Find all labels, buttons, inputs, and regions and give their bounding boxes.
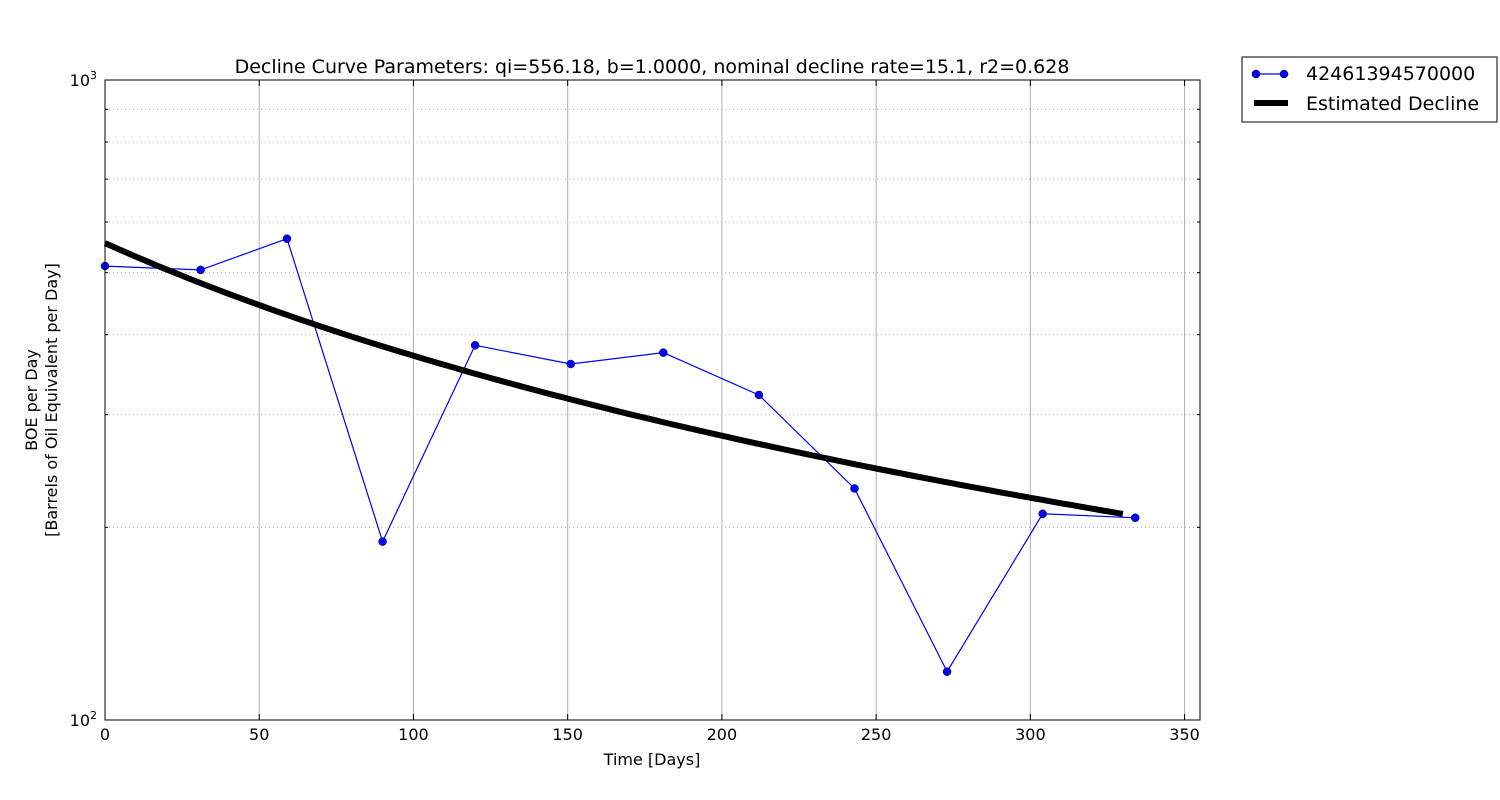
observed-production-point bbox=[566, 359, 576, 369]
x-tick-label: 250 bbox=[861, 725, 892, 744]
chart-title: Decline Curve Parameters: qi=556.18, b=1… bbox=[235, 56, 1070, 78]
x-tick-label: 0 bbox=[100, 725, 110, 744]
observed-production-line bbox=[104, 237, 1136, 673]
x-tick-label: 300 bbox=[1015, 725, 1046, 744]
observed-production-point bbox=[754, 390, 764, 400]
x-tick-label: 150 bbox=[552, 725, 583, 744]
observed-production-point bbox=[282, 234, 292, 243]
grid-layer bbox=[104, 80, 1200, 720]
legend: 42461394570000 Estimated Decline bbox=[1241, 56, 1498, 123]
y-tick-label: 103 bbox=[70, 69, 97, 90]
observed-production-point bbox=[196, 265, 205, 275]
legend-observed-marker-right bbox=[1279, 69, 1289, 79]
legend-estimated-label: Estimated Decline bbox=[1306, 93, 1479, 115]
y-axis-label-line2: [Barrels of Oil Equivalent per Day] bbox=[42, 263, 61, 537]
observed-production-point bbox=[470, 341, 480, 350]
estimated-decline-curve bbox=[103, 240, 1124, 517]
observed-production-point bbox=[378, 537, 387, 546]
x-tick-label: 100 bbox=[398, 725, 429, 744]
x-tick-label: 50 bbox=[249, 725, 269, 744]
observed-production-point bbox=[1130, 513, 1140, 523]
legend-entry-observed: 42461394570000 bbox=[1251, 63, 1475, 85]
x-tick-label: 350 bbox=[1169, 725, 1200, 744]
x-axis-label: Time [Days] bbox=[603, 750, 701, 769]
ticks-layer: 0 50 100 150 200 250 300 350 102 103 bbox=[70, 69, 1200, 744]
observed-production-point bbox=[942, 667, 952, 676]
legend-box bbox=[1241, 56, 1498, 123]
observed-production-point bbox=[850, 484, 859, 493]
legend-entry-estimated: Estimated Decline bbox=[1254, 93, 1479, 115]
y-tick-label: 102 bbox=[70, 709, 97, 730]
legend-observed-label: 42461394570000 bbox=[1306, 63, 1475, 85]
x-tick-label: 200 bbox=[707, 725, 738, 744]
legend-observed-marker-left bbox=[1251, 69, 1261, 79]
observed-production-point bbox=[1038, 509, 1047, 519]
series-layer bbox=[100, 234, 1140, 676]
plot-area-frame bbox=[104, 79, 1201, 721]
observed-production-point bbox=[659, 348, 668, 357]
y-axis-label-line1: BOE per Day bbox=[22, 349, 41, 451]
